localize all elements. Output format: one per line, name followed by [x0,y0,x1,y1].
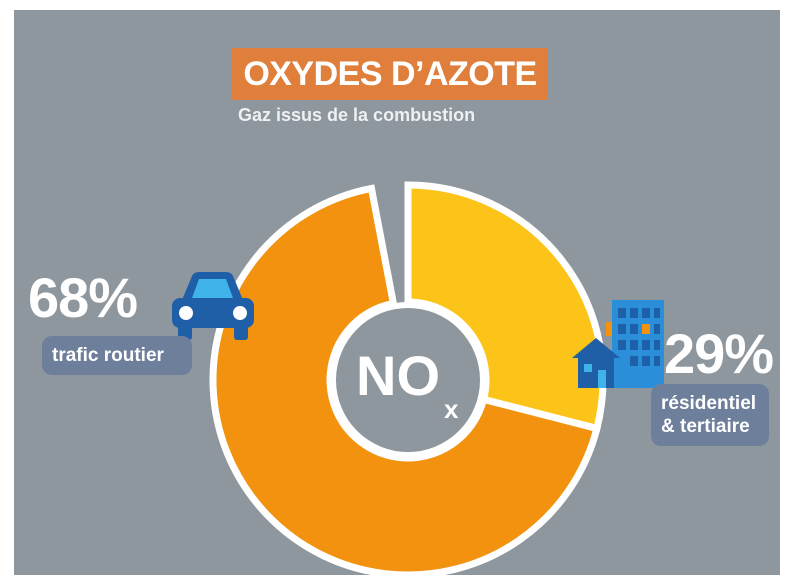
center-subscript: x [444,394,459,424]
building-icon [572,300,664,388]
center-label: NO [356,344,440,407]
category-label: trafic routier [42,336,192,375]
category-label: résidentiel & tertiaire [651,384,769,446]
value-label: 68% [28,266,138,329]
car-icon [172,272,254,340]
subtitle: Gaz issus de la combustion [238,105,476,125]
value-label: 29% [664,322,774,385]
title: OXYDES D’AZOTE [232,48,548,100]
center-circle [330,302,486,458]
